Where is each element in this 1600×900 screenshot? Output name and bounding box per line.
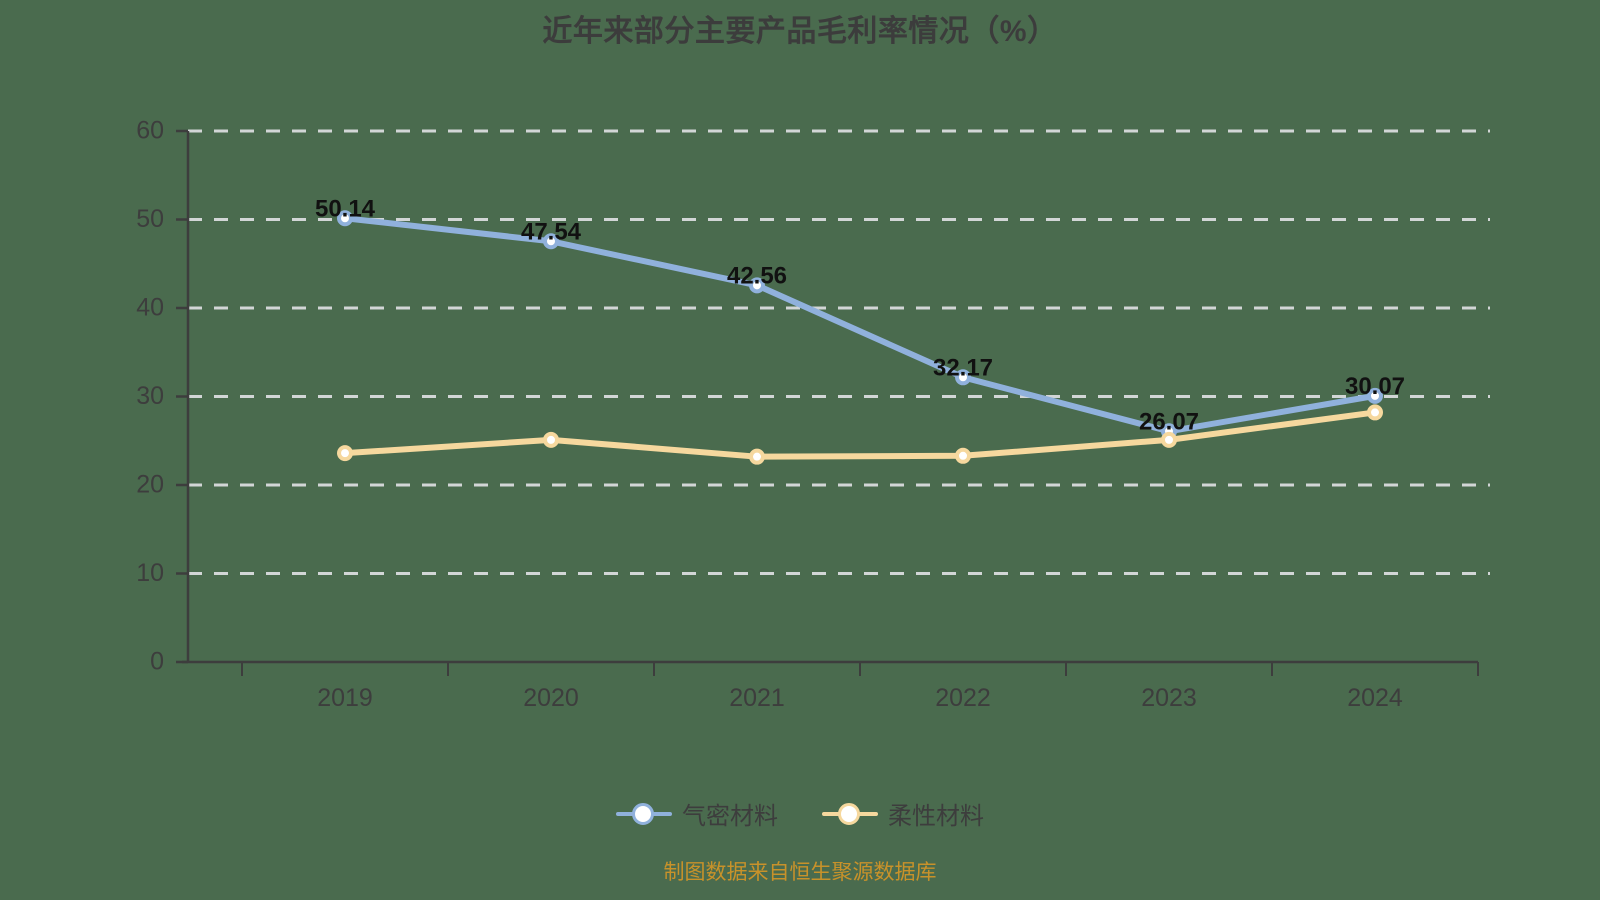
chart-legend: 气密材料 柔性材料 — [0, 796, 1600, 831]
data-point-label: 32.17 — [933, 354, 993, 381]
legend-label-1: 柔性材料 — [888, 803, 984, 830]
data-point-marker — [955, 447, 971, 464]
x-axis-tick-label: 2023 — [1141, 684, 1197, 712]
data-point-label: 47.54 — [521, 218, 582, 245]
x-axis-tick-label: 2020 — [523, 684, 579, 712]
y-axis-tick-label: 20 — [136, 471, 164, 499]
data-point-label: 42.56 — [727, 262, 787, 289]
gridlines — [188, 129, 1490, 575]
data-point-marker — [337, 210, 353, 227]
x-axis-tick-label: 2019 — [317, 684, 373, 712]
y-axis-tick-label: 10 — [136, 559, 164, 587]
data-point-marker — [749, 448, 765, 465]
y-axis-tick-label: 40 — [136, 294, 164, 322]
y-axis-tick-label: 0 — [150, 648, 164, 676]
data-point-marker — [749, 277, 765, 294]
legend-marker-line-icon — [822, 801, 878, 827]
series-markers — [337, 210, 1383, 465]
data-point-marker — [543, 233, 559, 250]
series-line-0 — [342, 215, 1378, 435]
x-axis-tick-label: 2024 — [1347, 684, 1403, 712]
legend-item-1[interactable]: 柔性材料 — [822, 796, 984, 831]
series-lines — [342, 215, 1378, 460]
y-axis: 0 10 20 30 40 50 60 — [136, 117, 190, 676]
data-point-marker — [337, 445, 353, 462]
legend-marker-line-icon — [616, 801, 672, 827]
data-point-marker — [543, 431, 559, 448]
data-point-label: 50.14 — [315, 195, 376, 222]
footer-source-note: 制图数据来自恒生聚源数据库 — [663, 861, 937, 884]
data-point-labels: 50.14 47.54 42.56 32.17 26.07 30.07 — [315, 195, 1405, 435]
y-axis-tick-label: 60 — [136, 117, 164, 145]
data-point-label: 26.07 — [1139, 408, 1199, 435]
data-point-marker — [1161, 431, 1177, 448]
legend-label-0: 气密材料 — [682, 803, 778, 830]
legend-item-0[interactable]: 气密材料 — [616, 796, 778, 831]
chart-title: 近年来部分主要产品毛利率情况（%） — [542, 15, 1058, 48]
data-point-marker — [1367, 404, 1383, 421]
x-axis: 2019 2020 2021 2022 2023 2024 — [182, 660, 1479, 712]
y-axis-tick-label: 50 — [136, 205, 164, 233]
series-line-1 — [342, 409, 1378, 460]
y-axis-tick-label: 30 — [136, 382, 164, 410]
data-point-label: 30.07 — [1345, 373, 1405, 400]
data-point-marker — [955, 369, 971, 386]
x-axis-tick-label: 2022 — [935, 684, 991, 712]
data-point-marker — [1367, 387, 1383, 404]
x-axis-tick-label: 2021 — [729, 684, 785, 712]
